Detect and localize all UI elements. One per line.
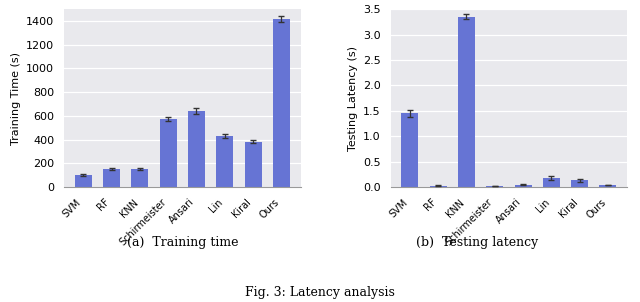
Bar (273, 18, 290, 187)
Bar (244, 142, 262, 187)
Bar (458, 17, 475, 187)
Bar (216, 136, 233, 187)
Bar (515, 185, 532, 187)
Bar (486, 186, 503, 187)
Bar (543, 178, 560, 187)
Bar (429, 186, 447, 187)
Y-axis label: Training Time (s): Training Time (s) (11, 52, 20, 145)
Bar (188, 111, 205, 187)
Bar (103, 169, 120, 187)
Y-axis label: Testing Latency (s): Testing Latency (s) (348, 46, 358, 151)
Bar (75, 175, 92, 187)
Bar (401, 114, 419, 187)
Text: (b)  Testing latency: (b) Testing latency (415, 236, 538, 249)
Bar (600, 185, 616, 187)
Bar (571, 180, 588, 187)
Text: (a)  Training time: (a) Training time (127, 236, 238, 249)
Bar (159, 119, 177, 187)
Bar (131, 169, 148, 187)
Text: Fig. 3: Latency analysis: Fig. 3: Latency analysis (245, 286, 395, 299)
